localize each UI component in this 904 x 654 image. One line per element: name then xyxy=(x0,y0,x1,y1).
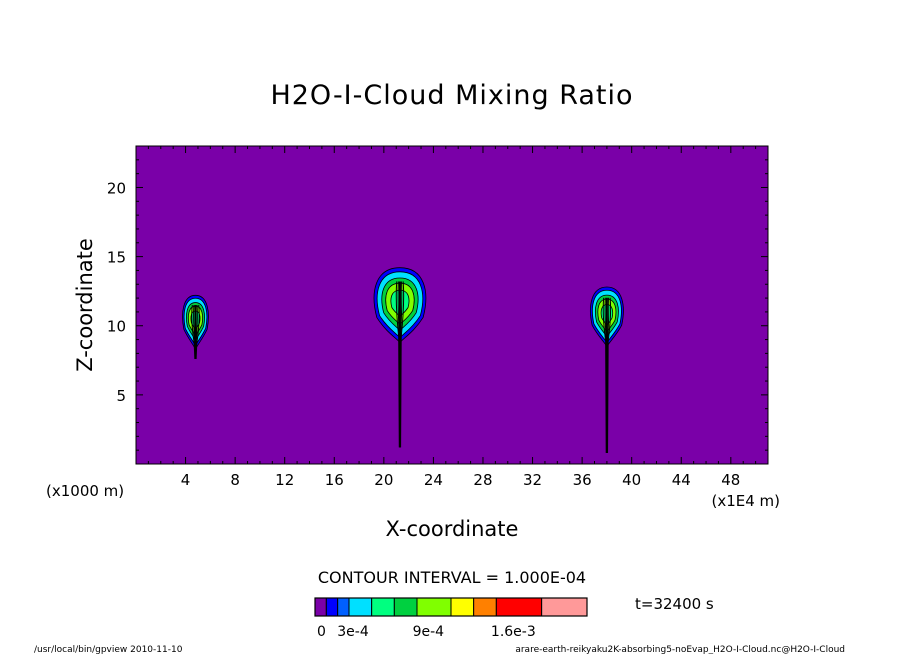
colorbar-labels: 0 3e-4 9e-4 1.6e-3 xyxy=(317,624,536,640)
colorbar-segment xyxy=(393,597,418,617)
x-tick-label: 40 xyxy=(622,471,641,489)
colorbar-segment xyxy=(325,597,339,617)
x-tick-label: 4 xyxy=(181,471,191,489)
x-tick-label: 8 xyxy=(230,471,240,489)
x-tick-label: 44 xyxy=(672,471,691,489)
cloud-contour-line xyxy=(395,281,400,448)
footer-left: /usr/local/bin/gpview 2010-11-10 xyxy=(34,645,183,654)
colorbar-segment xyxy=(337,597,350,617)
y-unit-label: (x1000 m) xyxy=(46,482,124,500)
colorbar-label: 1.6e-3 xyxy=(491,624,536,640)
cloud-contour-line xyxy=(400,281,405,448)
cloud-contour-line xyxy=(191,304,196,359)
x-tick-label: 20 xyxy=(374,471,393,489)
cloud-3 xyxy=(590,286,624,453)
cloud-contour-line xyxy=(607,297,612,453)
colorbar-segment xyxy=(495,597,543,617)
x-tick-label: 16 xyxy=(325,471,344,489)
y-tick-label: 5 xyxy=(116,387,126,405)
colorbar-segment xyxy=(314,597,327,617)
chart-title: H2O-I-Cloud Mixing Ratio xyxy=(270,80,633,111)
cloud-2 xyxy=(373,267,427,448)
colorbar-label: 0 xyxy=(317,624,326,640)
x-axis-ticks: 4 8 12 16 20 24 28 32 36 40 44 48 xyxy=(147,146,757,489)
cloud-contour-line xyxy=(195,304,198,359)
colorbar-segment xyxy=(541,597,588,617)
x-tick-label: 24 xyxy=(424,471,443,489)
x-unit-label: (x1E4 m) xyxy=(711,492,780,510)
x-tick-label: 28 xyxy=(473,471,492,489)
cloud-contour-line xyxy=(399,281,403,448)
colorbar-label: 9e-4 xyxy=(413,624,445,640)
contour-interval-text: CONTOUR INTERVAL = 1.000E-04 xyxy=(318,568,586,587)
colorbar-frame xyxy=(314,597,588,617)
x-tick-label: 12 xyxy=(275,471,294,489)
colorbar xyxy=(314,597,588,617)
footer-right: arare-earth-reikyaku2K-absorbing5-noEvap… xyxy=(515,645,845,654)
time-label: t=32400 s xyxy=(635,595,714,613)
x-tick-label: 48 xyxy=(721,471,740,489)
cloud-contour-line xyxy=(606,297,610,453)
y-axis-ticks: 5 10 15 20 xyxy=(107,159,768,451)
cloud-contour-line xyxy=(195,304,200,359)
cloud-layer xyxy=(182,267,624,453)
cloud-contour-line xyxy=(602,297,607,453)
colorbar-segment xyxy=(473,597,497,617)
y-axis-label: Z-coordinate xyxy=(73,238,97,372)
colorbar-segment xyxy=(450,597,475,617)
x-tick-label: 32 xyxy=(523,471,542,489)
x-tick-label: 36 xyxy=(573,471,592,489)
colorbar-segment xyxy=(348,597,373,617)
x-axis-label: X-coordinate xyxy=(386,517,519,541)
y-tick-label: 20 xyxy=(107,179,126,197)
colorbar-label: 3e-4 xyxy=(337,624,369,640)
colorbar-segment xyxy=(416,597,452,617)
y-tick-label: 15 xyxy=(107,249,126,267)
cloud-1 xyxy=(182,294,209,359)
y-tick-label: 10 xyxy=(107,318,126,336)
colorbar-segment xyxy=(371,597,395,617)
plot-area xyxy=(136,146,768,464)
plot-frame xyxy=(135,145,769,465)
